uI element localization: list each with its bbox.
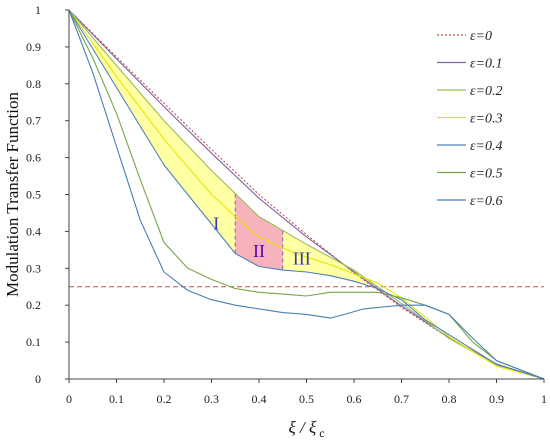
- y-tick-label: 0.7: [26, 114, 41, 128]
- y-tick-label: 0.6: [26, 151, 41, 165]
- y-tick-label: 1: [35, 3, 41, 17]
- region-label-i: I: [213, 214, 219, 234]
- x-tick-label: 0.8: [442, 392, 457, 406]
- y-tick-label: 0: [35, 372, 41, 386]
- y-axis-title: Modulation Transfer Function: [3, 92, 22, 297]
- x-tick-label: 0.4: [252, 392, 267, 406]
- x-tick-label: 0.2: [157, 392, 172, 406]
- y-tick-label: 0.9: [26, 40, 41, 54]
- y-tick-label: 0.4: [26, 224, 41, 238]
- legend-label: ε=0.2: [470, 84, 502, 99]
- x-tick-label: 0.7: [394, 392, 409, 406]
- x-axis-title-subscript: c: [319, 426, 324, 440]
- region-label-ii: II: [253, 241, 265, 261]
- y-tick-label: 0.2: [26, 298, 41, 312]
- x-tick-label: 0.3: [204, 392, 219, 406]
- legend-label: ε=0.5: [470, 167, 502, 182]
- x-tick-label: 0.9: [489, 392, 504, 406]
- legend-label: ε=0: [470, 29, 492, 44]
- legend-label: ε=0.3: [470, 112, 502, 127]
- legend-box: [432, 22, 538, 218]
- legend-label: ε=0.6: [470, 194, 502, 209]
- y-tick-label: 0.5: [26, 188, 41, 202]
- legend-label: ε=0.4: [470, 139, 502, 154]
- region-label-iii: III: [293, 249, 311, 269]
- shaded-region-ii: [235, 193, 283, 271]
- y-tick-label: 0.8: [26, 77, 41, 91]
- x-tick-label: 0.6: [347, 392, 362, 406]
- x-tick-label: 0.1: [109, 392, 124, 406]
- legend-label: ε=0.1: [470, 57, 502, 72]
- y-tick-label: 0.3: [26, 261, 41, 275]
- series-line-4: [68, 9, 545, 380]
- series-line-3: [68, 9, 545, 380]
- x-tick-label: 0: [66, 392, 72, 406]
- series-line-2: [68, 9, 545, 380]
- x-tick-label: 0.5: [299, 392, 314, 406]
- y-tick-label: 0.1: [26, 335, 41, 349]
- x-tick-label: 1: [541, 392, 547, 406]
- series-line-6: [68, 9, 545, 380]
